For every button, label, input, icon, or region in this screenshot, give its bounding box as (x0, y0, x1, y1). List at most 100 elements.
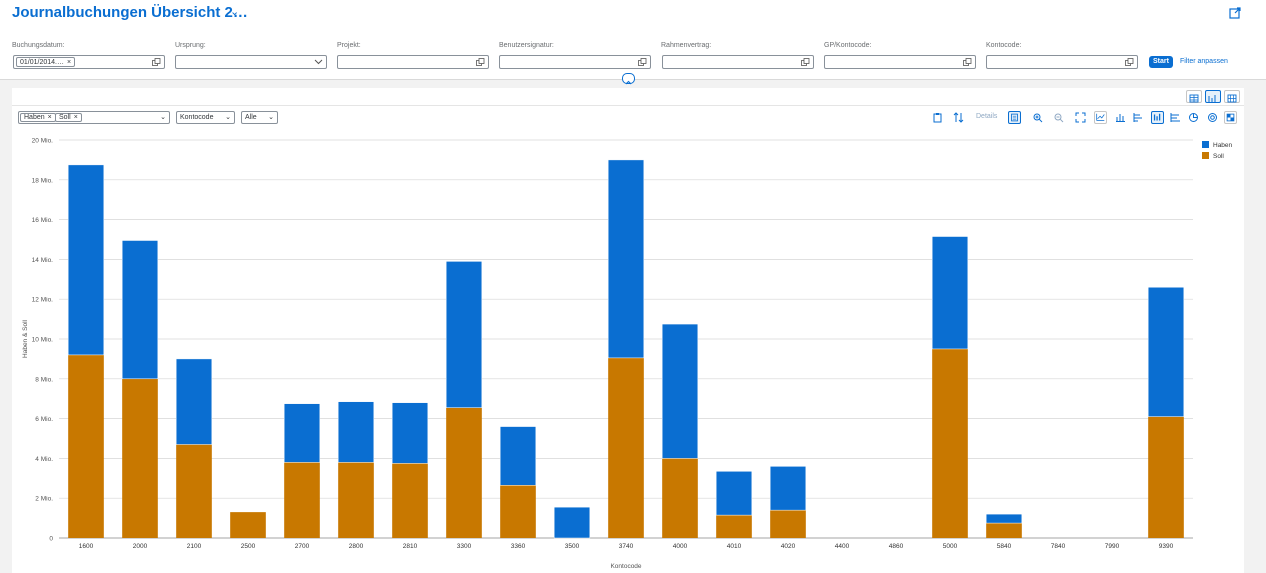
start-button[interactable]: Start (1149, 56, 1173, 68)
zoom-out-icon[interactable] (1052, 111, 1065, 124)
bar-haben-3500 (553, 506, 591, 539)
chart-view-toggle[interactable] (1205, 90, 1221, 103)
grid-icon (1227, 94, 1237, 103)
stacked-column-icon[interactable] (1151, 111, 1164, 124)
filter-label-gp-kontocode: GP/Kontocode: (824, 42, 872, 49)
filter-label-buchungsdatum: Buchungsdatum: (12, 42, 65, 49)
filter-label-kontocode: Kontocode: (986, 42, 1022, 49)
y-tick-label: 12 Mio. (32, 297, 54, 304)
x-tick-label: 2500 (241, 543, 256, 550)
toolbar-separator (12, 105, 1244, 106)
donut-chart-icon[interactable] (1206, 111, 1219, 124)
bar-soll-2800 (338, 462, 374, 538)
x-axis-label: Kontocode (610, 563, 641, 570)
bar-haben-1600 (67, 164, 105, 356)
chevron-down-icon: ⌄ (268, 114, 274, 121)
x-tick-label: 7990 (1105, 543, 1120, 550)
buchungsdatum-input[interactable]: 01/01/2014.… × (13, 55, 165, 69)
bar-haben-5840 (985, 513, 1023, 524)
x-tick-label: 4020 (781, 543, 796, 550)
ursprung-select[interactable] (175, 55, 327, 69)
share-icon[interactable] (1228, 6, 1242, 20)
scope-select[interactable]: Alle ⌄ (241, 111, 278, 124)
heatmap-icon[interactable] (1224, 111, 1237, 124)
filter-label-rahmenvertrag: Rahmenvertrag: (661, 42, 712, 49)
value-help-icon (638, 58, 647, 66)
bar-soll-1600 (68, 354, 104, 538)
chevron-down-icon: ⌄ (225, 114, 231, 121)
title-chevron-down-icon[interactable]: ⌄ (230, 6, 240, 18)
y-tick-label: 14 Mio. (32, 257, 54, 264)
date-token[interactable]: 01/01/2014.… × (16, 57, 76, 67)
bar-haben-4020 (769, 466, 807, 511)
measure-token-soll[interactable]: Soll × (55, 113, 82, 122)
details-button[interactable]: Details (976, 113, 998, 120)
x-tick-label: 2100 (187, 543, 202, 550)
legend-label-soll: Soll (1213, 153, 1224, 160)
chevron-down-icon (314, 59, 323, 65)
pie-chart-icon[interactable] (1187, 111, 1200, 124)
kontocode-input[interactable] (986, 55, 1138, 69)
bar-chart-horizontal-icon[interactable] (1132, 111, 1145, 124)
x-tick-label: 3740 (619, 543, 634, 550)
zoom-in-icon[interactable] (1031, 111, 1044, 124)
x-tick-label: 5840 (997, 543, 1012, 550)
y-axis-label: Haben & Soll (22, 319, 29, 357)
bar-haben-4000 (661, 323, 699, 459)
line-chart-icon[interactable] (1094, 111, 1107, 124)
page-header: Journalbuchungen Übersicht 2… ⌄ Buchungs… (0, 0, 1266, 80)
bar-soll-2500 (230, 512, 266, 538)
y-tick-label: 6 Mio. (35, 416, 53, 423)
bar-haben-2700 (283, 403, 321, 463)
legend-toggle-icon[interactable] (1008, 111, 1021, 124)
bar-haben-2000 (121, 240, 159, 380)
filter-label-benutzersignatur: Benutzersignatur: (499, 42, 554, 49)
legend-swatch-haben (1202, 141, 1209, 148)
chevron-down-icon: ⌄ (160, 114, 166, 121)
bar-soll-4000 (662, 458, 698, 538)
gp-kontocode-input[interactable] (824, 55, 976, 69)
bar-soll-3300 (446, 407, 482, 538)
table-view-toggle[interactable] (1186, 90, 1202, 103)
rahmenvertrag-input[interactable] (662, 55, 814, 69)
x-tick-label: 4010 (727, 543, 742, 550)
collapse-header-button[interactable] (622, 73, 635, 85)
benutzersignatur-input[interactable] (499, 55, 651, 69)
projekt-input[interactable] (337, 55, 489, 69)
x-tick-label: 2000 (133, 543, 148, 550)
y-tick-label: 2 Mio. (35, 496, 53, 503)
bar-soll-2700 (284, 462, 320, 538)
filter-label-projekt: Projekt: (337, 42, 361, 49)
adapt-filters-link[interactable]: Filter anpassen (1180, 58, 1228, 65)
combined-view-toggle[interactable] (1224, 90, 1240, 103)
x-tick-label: 3300 (457, 543, 472, 550)
dimension-select[interactable]: Kontocode ⌄ (176, 111, 235, 124)
column-chart-icon[interactable] (1114, 111, 1127, 124)
table-icon (1189, 94, 1199, 103)
token-remove-icon: × (66, 59, 72, 66)
y-tick-label: 18 Mio. (32, 177, 54, 184)
sort-icon[interactable] (952, 111, 965, 124)
x-tick-label: 3360 (511, 543, 526, 550)
x-tick-label: 2810 (403, 543, 418, 550)
bar-soll-4010 (716, 515, 752, 538)
value-help-icon (801, 58, 810, 66)
clipboard-icon[interactable] (931, 111, 944, 124)
bar-soll-5840 (986, 523, 1022, 538)
bar-haben-5000 (931, 236, 969, 350)
bar-soll-2100 (176, 444, 212, 538)
bar-soll-5000 (932, 348, 968, 538)
bar-soll-2000 (122, 378, 158, 538)
measures-select[interactable]: Haben × Soll × ⌄ (18, 111, 170, 124)
chevron-up-icon (625, 80, 632, 85)
value-help-icon (963, 58, 972, 66)
bar-haben-4010 (715, 471, 753, 516)
stacked-bar-icon[interactable] (1169, 111, 1182, 124)
y-tick-label: 10 Mio. (32, 337, 54, 344)
bar-soll-3740 (608, 357, 644, 538)
x-tick-label: 4860 (889, 543, 904, 550)
bar-haben-2100 (175, 358, 213, 445)
fullscreen-icon[interactable] (1074, 111, 1087, 124)
page-title[interactable]: Journalbuchungen Übersicht 2… (12, 4, 248, 21)
